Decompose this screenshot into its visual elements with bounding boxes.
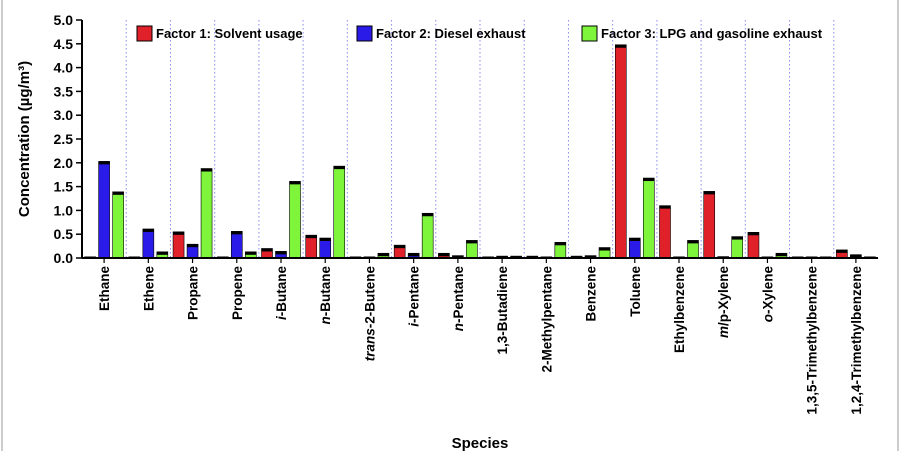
bar-factor-1	[659, 205, 671, 259]
bar-cap	[377, 253, 389, 257]
x-tick-label: Propene	[230, 266, 245, 321]
bar-cap	[305, 235, 317, 239]
y-tick-label: 3.0	[54, 107, 74, 123]
bar-cap	[422, 213, 434, 217]
legend-label-factor1: Factor 1: Solvent usage	[156, 26, 303, 41]
bar-factor-3	[642, 177, 655, 259]
x-tick-label: 1,3-Butadiene	[495, 266, 510, 355]
bar-cap	[245, 251, 257, 255]
bar-cap	[187, 244, 199, 248]
y-tick-label: 4.0	[54, 60, 74, 76]
bar-cap	[98, 161, 110, 165]
bar-factor-1	[172, 231, 185, 259]
x-axis-title: Species	[452, 435, 509, 451]
x-tick-label: i-Pentane	[407, 266, 422, 327]
x-tick-label: Ethane	[97, 266, 112, 312]
x-tick-label: n-Pentane	[451, 266, 466, 332]
legend-swatch-factor3	[581, 25, 598, 42]
bar-cap	[731, 236, 743, 240]
bar-cap	[156, 251, 168, 255]
bar-cap	[703, 191, 715, 195]
bar-cap	[319, 238, 331, 242]
bar-factor-3	[112, 191, 124, 259]
y-tick-label: 3.5	[54, 83, 74, 99]
bar-cap	[629, 238, 641, 242]
y-ticks: 0.0 0.5 1.0 1.5 2.0 2.5 3.0 3.5 4.0 4.5 5.0	[54, 12, 82, 266]
bar-factor-3	[289, 181, 301, 259]
bar-cap	[452, 255, 464, 258]
bar-cap	[261, 248, 273, 252]
bar-cap	[836, 249, 848, 253]
x-tick-label: 2-Methylpentane	[539, 266, 554, 373]
bar-factor-2	[142, 228, 155, 259]
y-tick-label: 5.0	[54, 12, 74, 28]
x-tick-label: Ethylbenzene	[672, 266, 687, 354]
y-tick-label: 0.0	[54, 250, 74, 266]
x-tick-label: m/p-Xylene	[716, 266, 731, 339]
bar-cap	[599, 247, 611, 251]
bar-marks	[84, 44, 876, 263]
bar-factor-3	[333, 165, 346, 259]
y-tick-label: 1.5	[54, 179, 74, 195]
legend-swatch-factor1	[136, 25, 153, 42]
bar-cap	[201, 168, 213, 172]
bar-cap	[615, 44, 627, 48]
grid-separators	[125, 20, 835, 258]
bar-cap	[438, 253, 450, 257]
bar-factor-1	[747, 231, 760, 259]
legend-label-factor2: Factor 2: Diesel exhaust	[376, 26, 526, 41]
bar-factor-2	[98, 161, 110, 259]
bar-cap	[142, 228, 154, 232]
x-tick-label: i-Butane	[274, 266, 289, 321]
bar-cap	[394, 245, 406, 249]
bar-cap	[747, 232, 759, 236]
bar-factor-3	[731, 236, 744, 259]
x-tick-label: 1,2,4-Trimethylbenzene	[849, 266, 864, 415]
bar-cap	[112, 191, 124, 195]
bar-cap	[850, 254, 862, 258]
x-tick-label: Toluene	[628, 266, 643, 317]
legend-swatch-factor2	[356, 25, 373, 42]
y-tick-label: 4.5	[54, 36, 74, 52]
x-tick-label: 1,3,5-Trimethylbenzene	[805, 266, 820, 415]
bar-factor-2	[230, 231, 243, 259]
bar-factor-3	[200, 168, 213, 259]
x-tick-labels: Ethane Ethene Propane Propene i-Butane n-Buta…	[97, 266, 864, 415]
bar-cap	[333, 166, 345, 170]
bar-cap	[466, 240, 478, 244]
bar-cap	[687, 240, 699, 244]
bar-cap	[231, 231, 243, 235]
legend-label-factor3: Factor 3: LPG and gasoline exhaust	[601, 26, 823, 41]
bar-factor-1	[703, 191, 716, 259]
bar-factor-1	[305, 234, 318, 259]
bar-cap	[173, 231, 185, 235]
y-axis-title: Concentration (µg/m³)	[16, 61, 33, 217]
x-tick-label: o-Xylene	[760, 266, 775, 323]
x-tick-label: n-Butane	[318, 266, 333, 325]
bar-factor-3	[421, 212, 434, 259]
y-tick-label: 1.0	[54, 202, 74, 218]
bar-cap	[659, 205, 671, 209]
bar-cap	[775, 253, 787, 257]
bar-cap	[554, 242, 566, 246]
x-tick-label: trans-2-Butene	[362, 266, 377, 362]
bar-cap	[275, 251, 287, 255]
x-tick-label: Ethene	[141, 266, 156, 312]
x-tick-label: Benzene	[584, 266, 599, 322]
y-tick-label: 0.5	[54, 226, 74, 242]
bar-cap	[585, 255, 597, 258]
bar-cap	[643, 178, 655, 182]
y-tick-label: 2.5	[54, 131, 74, 147]
bar-factor-1	[614, 44, 627, 259]
legend: Factor 1: Solvent usage Factor 2: Diesel…	[136, 25, 823, 42]
bar-cap	[289, 181, 301, 185]
y-tick-label: 2.0	[54, 155, 74, 171]
x-tick-label: Propane	[186, 266, 201, 321]
bar-cap	[408, 253, 420, 257]
